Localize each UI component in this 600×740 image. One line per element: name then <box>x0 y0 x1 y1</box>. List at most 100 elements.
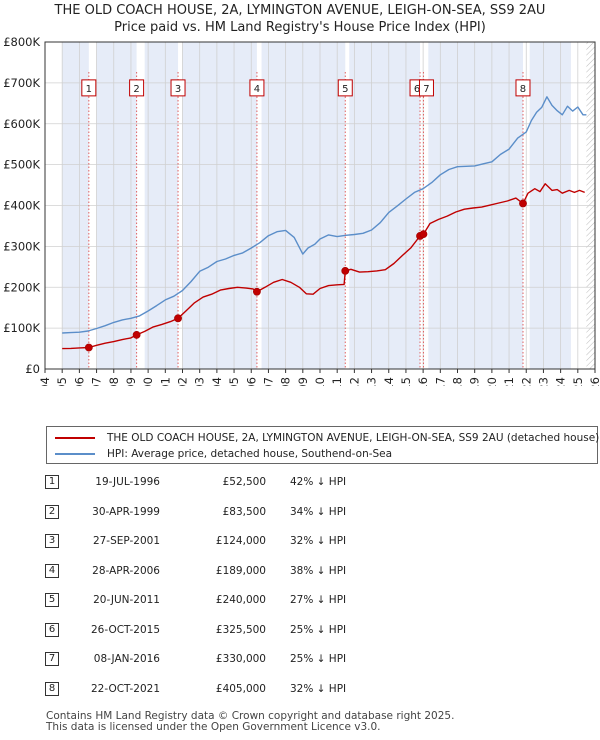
table-row: 7 08-JAN-2016 £330,000 25% ↓ HPI <box>0 649 600 669</box>
sale-date: 30-APR-1999 <box>92 505 160 518</box>
y-tick-label: £100K <box>3 321 40 335</box>
x-tick-label: 2008 <box>279 377 293 386</box>
x-tick-label: 2001 <box>158 377 172 386</box>
sale-number-badge: 1 <box>45 475 59 489</box>
sale-label-frame <box>81 79 97 97</box>
sale-label-box: 3 <box>170 79 186 97</box>
y-tick-label: £300K <box>3 239 40 253</box>
y-tick-label: £500K <box>3 158 40 172</box>
x-tick-label: 2003 <box>193 377 207 386</box>
sale-hpi-diff: 34% ↓ HPI <box>290 505 347 518</box>
sale-hpi-diff: 42% ↓ HPI <box>290 476 347 488</box>
legend-label-hpi: HPI: Average price, detached house, Sout… <box>107 448 393 460</box>
x-tick-label: 2006 <box>244 377 258 386</box>
sale-label-frame <box>249 79 265 97</box>
sale-date: 27-SEP-2001 <box>92 535 160 547</box>
sale-number-badge: 6 <box>45 622 59 637</box>
sale-label-text: 1 <box>86 84 92 95</box>
y-tick-label: £800K <box>3 36 40 49</box>
sale-label-text: 6 <box>414 84 420 95</box>
sale-label-frame <box>170 79 186 97</box>
sale-point <box>253 287 261 296</box>
table-row: 6 26-OCT-2015 £325,500 25% ↓ HPI <box>0 620 600 640</box>
x-tick-label: 2009 <box>296 377 310 386</box>
sale-point <box>84 343 93 352</box>
table-row: 3 27-SEP-2001 £124,000 32% ↓ HPI <box>0 531 600 551</box>
x-tick-label: 2011 <box>330 377 344 386</box>
x-tick-label: 2005 <box>227 377 241 386</box>
chart-title-line1: THE OLD COACH HOUSE, 2A, LYMINGTON AVENU… <box>54 3 546 18</box>
x-tick-label: 2012 <box>347 377 361 386</box>
x-tick-label: 1998 <box>107 377 121 386</box>
sale-number-badge: 4 <box>45 563 59 578</box>
sale-label-box: 4 <box>249 79 265 97</box>
sale-label-frame <box>515 79 531 97</box>
sale-price: £189,000 <box>215 564 266 577</box>
legend-swatch-property <box>55 437 95 439</box>
sale-date: 22-OCT-2021 <box>91 682 160 695</box>
x-tick-label: 1995 <box>55 377 69 386</box>
sale-label-text: 5 <box>342 84 348 95</box>
x-tick-label: 2019 <box>468 377 482 386</box>
footer-credit: Contains HM Land Registry data © Crown c… <box>46 711 454 733</box>
sale-label-frame <box>337 79 353 97</box>
sale-number-badge: 2 <box>45 504 59 519</box>
axes: £0 £100K £200K £300K £400K £500K £600K £700K £80… <box>3 36 600 386</box>
sale-vlines <box>88 72 524 369</box>
sale-price: £52,500 <box>222 476 266 488</box>
x-tick-label: 2016 <box>416 377 430 386</box>
table-row: 4 28-APR-2006 £189,000 38% ↓ HPI <box>0 561 600 581</box>
table-row: 8 22-OCT-2021 £405,000 32% ↓ HPI <box>0 679 600 699</box>
sale-price: £405,000 <box>215 682 266 695</box>
y-tick-label: £400K <box>3 199 40 213</box>
sale-label-frame <box>129 79 145 97</box>
sale-label-text: 2 <box>133 84 139 95</box>
x-tick-label: 2020 <box>485 377 499 386</box>
x-tick-label: 1999 <box>124 377 138 386</box>
sale-price: £83,500 <box>222 505 266 518</box>
y-tick-label: £0 <box>25 362 40 376</box>
legend-swatch-hpi <box>55 453 95 455</box>
sale-hpi-diff: 25% ↓ HPI <box>290 623 347 636</box>
x-tick-label: 2024 <box>554 377 568 386</box>
sale-point <box>132 330 141 339</box>
x-tick-label: 2018 <box>451 377 465 386</box>
sale-date: 20-JUN-2011 <box>93 594 160 606</box>
y-tick-label: £700K <box>3 76 40 90</box>
table-row: 2 30-APR-1999 £83,500 34% ↓ HPI <box>0 502 600 522</box>
sale-point <box>341 266 350 275</box>
sale-label-text: 8 <box>520 84 526 95</box>
x-tick-label: 2026 <box>588 377 600 386</box>
series-lines <box>62 96 587 350</box>
table-row: 1 19-JUL-1996 £52,500 42% ↓ HPI <box>0 472 600 492</box>
x-tick-label: 1997 <box>90 377 104 386</box>
x-tick-label: 1996 <box>72 377 86 386</box>
sale-price: £330,000 <box>215 653 266 665</box>
sale-hpi-diff: 27% ↓ HPI <box>290 594 347 606</box>
legend-label-property: THE OLD COACH HOUSE, 2A, LYMINGTON AVENU… <box>107 432 600 444</box>
x-tick-label: 2022 <box>519 377 533 386</box>
sale-number-badge: 8 <box>45 681 59 696</box>
x-tick-label: 2025 <box>571 377 585 386</box>
x-tick-label: 1994 <box>38 377 52 386</box>
sale-label-box: 8 <box>515 79 531 97</box>
sale-label-box: 2 <box>129 79 145 97</box>
sale-date: 19-JUL-1996 <box>95 476 160 488</box>
sale-price: £325,500 <box>215 623 266 636</box>
x-tick-label: 2010 <box>313 377 327 386</box>
chart-title: THE OLD COACH HOUSE, 2A, LYMINGTON AVENU… <box>0 2 600 36</box>
sale-label-text: 3 <box>175 84 181 95</box>
sale-number-badge: 5 <box>45 593 59 607</box>
sale-label-frame <box>418 79 434 97</box>
y-tick-label: £600K <box>3 117 40 131</box>
chart-title-line2: Price paid vs. HM Land Registry's House … <box>114 20 486 35</box>
sale-price: £240,000 <box>215 594 266 606</box>
sale-label-text: 7 <box>423 84 429 95</box>
footer-line2: This data is licensed under the Open Gov… <box>46 721 381 733</box>
sale-label-box: 7 <box>418 79 434 97</box>
x-tick-label: 2013 <box>365 377 379 386</box>
table-row: 5 20-JUN-2011 £240,000 27% ↓ HPI <box>0 590 600 610</box>
sale-date: 26-OCT-2015 <box>91 623 160 636</box>
